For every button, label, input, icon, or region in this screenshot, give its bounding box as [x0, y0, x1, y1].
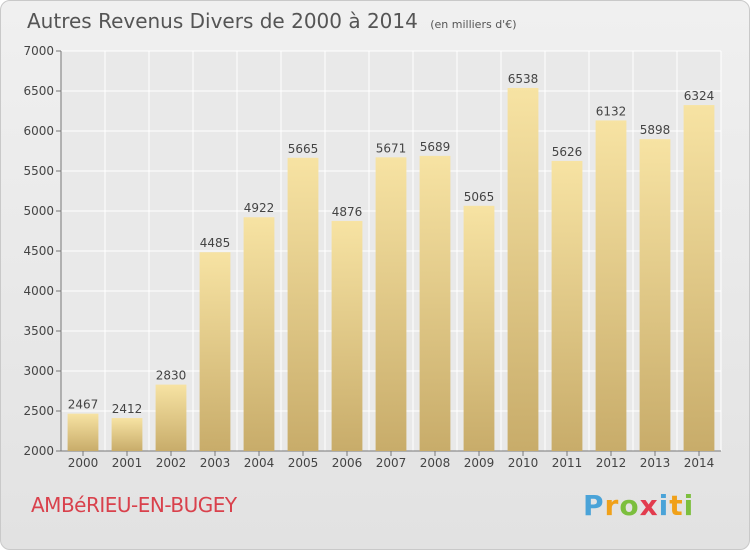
bar: [419, 155, 451, 451]
y-tick-label: 2000: [23, 444, 54, 458]
data-label: 5671: [376, 141, 407, 155]
bar: [683, 105, 715, 451]
city-name: AMBéRIEU-EN-BUGEY: [31, 493, 237, 517]
x-tick-label: 2011: [552, 456, 583, 470]
bar: [595, 120, 627, 451]
x-tick-label: 2003: [200, 456, 231, 470]
x-tick-label: 2008: [420, 456, 451, 470]
logo-letter: P: [583, 489, 605, 522]
logo-letter: o: [619, 489, 640, 522]
data-label: 5065: [464, 190, 495, 204]
bar: [463, 205, 495, 451]
x-tick-label: 2012: [596, 456, 627, 470]
y-tick-label: 4000: [23, 284, 54, 298]
data-label: 5665: [288, 142, 319, 156]
x-tick-label: 2001: [112, 456, 143, 470]
data-label: 6324: [684, 89, 715, 103]
y-tick-label: 6500: [23, 84, 54, 98]
bar: [199, 252, 231, 451]
bar: [331, 220, 363, 451]
data-label: 2830: [156, 369, 187, 383]
data-label: 6132: [596, 104, 627, 118]
data-label: 5626: [552, 145, 583, 159]
chart-subtitle: (en milliers d'€): [430, 18, 517, 31]
x-tick-label: 2004: [244, 456, 275, 470]
data-label: 4876: [332, 205, 363, 219]
data-label: 6538: [508, 72, 539, 86]
chart-title: Autres Revenus Divers de 2000 à 2014: [27, 9, 418, 33]
logo-letter: i: [683, 489, 695, 522]
bar: [287, 157, 319, 452]
bar: [375, 157, 407, 451]
data-label: 2467: [68, 398, 99, 412]
data-label: 4485: [200, 236, 231, 250]
data-label: 5689: [420, 140, 451, 154]
chart-title-row: Autres Revenus Divers de 2000 à 2014 (en…: [27, 9, 517, 33]
data-label: 2412: [112, 402, 143, 416]
logo-letter: t: [669, 489, 684, 522]
x-tick-label: 2007: [376, 456, 407, 470]
x-tick-label: 2009: [464, 456, 495, 470]
bar: [67, 413, 99, 451]
y-tick-label: 5000: [23, 204, 54, 218]
bar: [507, 87, 539, 452]
x-tick-label: 2002: [156, 456, 187, 470]
y-tick-label: 4500: [23, 244, 54, 258]
bar: [111, 418, 143, 451]
y-tick-label: 2500: [23, 404, 54, 418]
y-tick-label: 3000: [23, 364, 54, 378]
x-tick-label: 2010: [508, 456, 539, 470]
bar: [639, 139, 671, 451]
x-tick-label: 2000: [68, 456, 99, 470]
logo-letter: r: [604, 489, 620, 522]
logo-letter: x: [639, 489, 659, 522]
data-label: 5898: [640, 123, 671, 137]
data-label: 4922: [244, 201, 275, 215]
x-tick-label: 2013: [640, 456, 671, 470]
proxiti-logo: Proxiti: [583, 489, 694, 522]
x-tick-label: 2005: [288, 456, 319, 470]
bar: [551, 160, 583, 452]
bar: [155, 384, 187, 451]
y-tick-label: 5500: [23, 164, 54, 178]
bar: [243, 217, 275, 451]
x-tick-label: 2014: [684, 456, 715, 470]
y-tick-label: 7000: [23, 44, 54, 58]
y-tick-label: 6000: [23, 124, 54, 138]
logo-letter: i: [658, 489, 670, 522]
y-tick-label: 3500: [23, 324, 54, 338]
x-tick-label: 2006: [332, 456, 363, 470]
